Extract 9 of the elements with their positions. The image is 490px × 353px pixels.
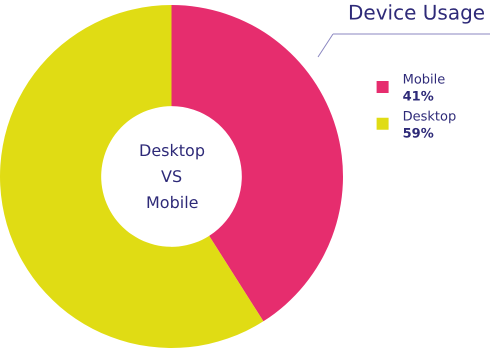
- legend-label: Desktop: [402, 109, 456, 124]
- donut-slice: [0, 5, 264, 348]
- chart-title: Device Usage: [348, 0, 486, 24]
- text: VS: [161, 167, 182, 186]
- data-label: 59%: [402, 126, 434, 142]
- text: Mobile: [146, 193, 198, 212]
- data-label: 41%: [402, 89, 434, 104]
- legend-label: Mobile: [402, 72, 446, 88]
- text: Desktop: [139, 141, 205, 160]
